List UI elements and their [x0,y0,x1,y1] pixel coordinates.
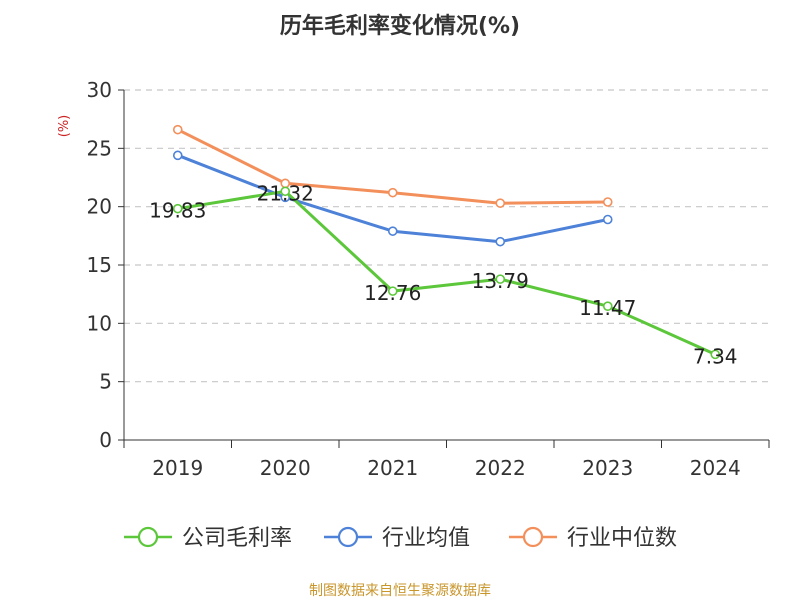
axes: 0 5 10 15 20 25 30 2019 2020 2021 2022 2023 2024 [87,78,770,480]
grid-lines [124,89,769,383]
data-point[interactable] [172,124,183,135]
series-line [177,189,716,356]
data-point[interactable] [602,301,613,311]
legend-label: 行业均值 [382,526,470,551]
data-point[interactable] [602,214,613,225]
data-point[interactable] [387,187,398,198]
legend: 公司毛利率 行业均值 行业中位数 [124,526,677,551]
data-point[interactable] [495,274,506,284]
y-tick-label: 20 [87,195,112,219]
x-tick-label: 2022 [475,456,526,480]
data-point[interactable] [602,197,613,207]
y-tick-label: 10 [87,311,112,335]
data-point[interactable] [495,236,506,247]
y-tick-label: 0 [99,428,112,452]
data-label: 19.83 [149,199,206,223]
x-tick-label: 2019 [152,456,203,480]
data-point[interactable] [495,198,506,208]
y-tick-label: 15 [87,253,112,277]
series-layer [172,124,721,360]
x-tick-label: 2020 [260,456,311,480]
legend-item-1[interactable]: 行业均值 [324,526,470,551]
data-point[interactable] [172,150,183,161]
chart-title: 历年毛利率变化情况(%) [280,13,520,39]
x-tick-label: 2023 [582,456,633,480]
data-point[interactable] [280,186,291,197]
data-label: 11.47 [579,296,636,320]
legend-item-0[interactable]: 公司毛利率 [124,526,292,551]
data-labels: 19.83 21.32 12.76 13.79 11.47 7.34 [149,181,737,368]
data-label: 12.76 [364,281,421,305]
legend-item-2[interactable]: 行业中位数 [509,526,677,551]
legend-marker [337,526,359,548]
data-point[interactable] [710,349,721,360]
data-point[interactable] [387,286,398,296]
legend-label: 行业中位数 [567,526,677,551]
data-label: 13.79 [472,269,529,293]
data-label: 21.32 [257,181,314,205]
y-axis-label: (%) [57,115,72,138]
x-tick-label: 2021 [367,456,418,480]
series-2 [172,124,613,208]
legend-marker [522,526,544,548]
y-tick-label: 25 [87,136,112,160]
data-label: 7.34 [693,344,738,368]
data-point[interactable] [387,226,398,236]
data-point[interactable] [172,203,183,214]
y-tick-label: 30 [87,78,112,102]
series-0 [172,186,721,360]
y-tick-label: 5 [99,370,112,394]
x-tick-label: 2024 [690,456,741,480]
legend-label: 公司毛利率 [182,526,292,551]
source-note: 制图数据来自恒生聚源数据库 [309,583,491,599]
legend-marker [137,526,159,548]
